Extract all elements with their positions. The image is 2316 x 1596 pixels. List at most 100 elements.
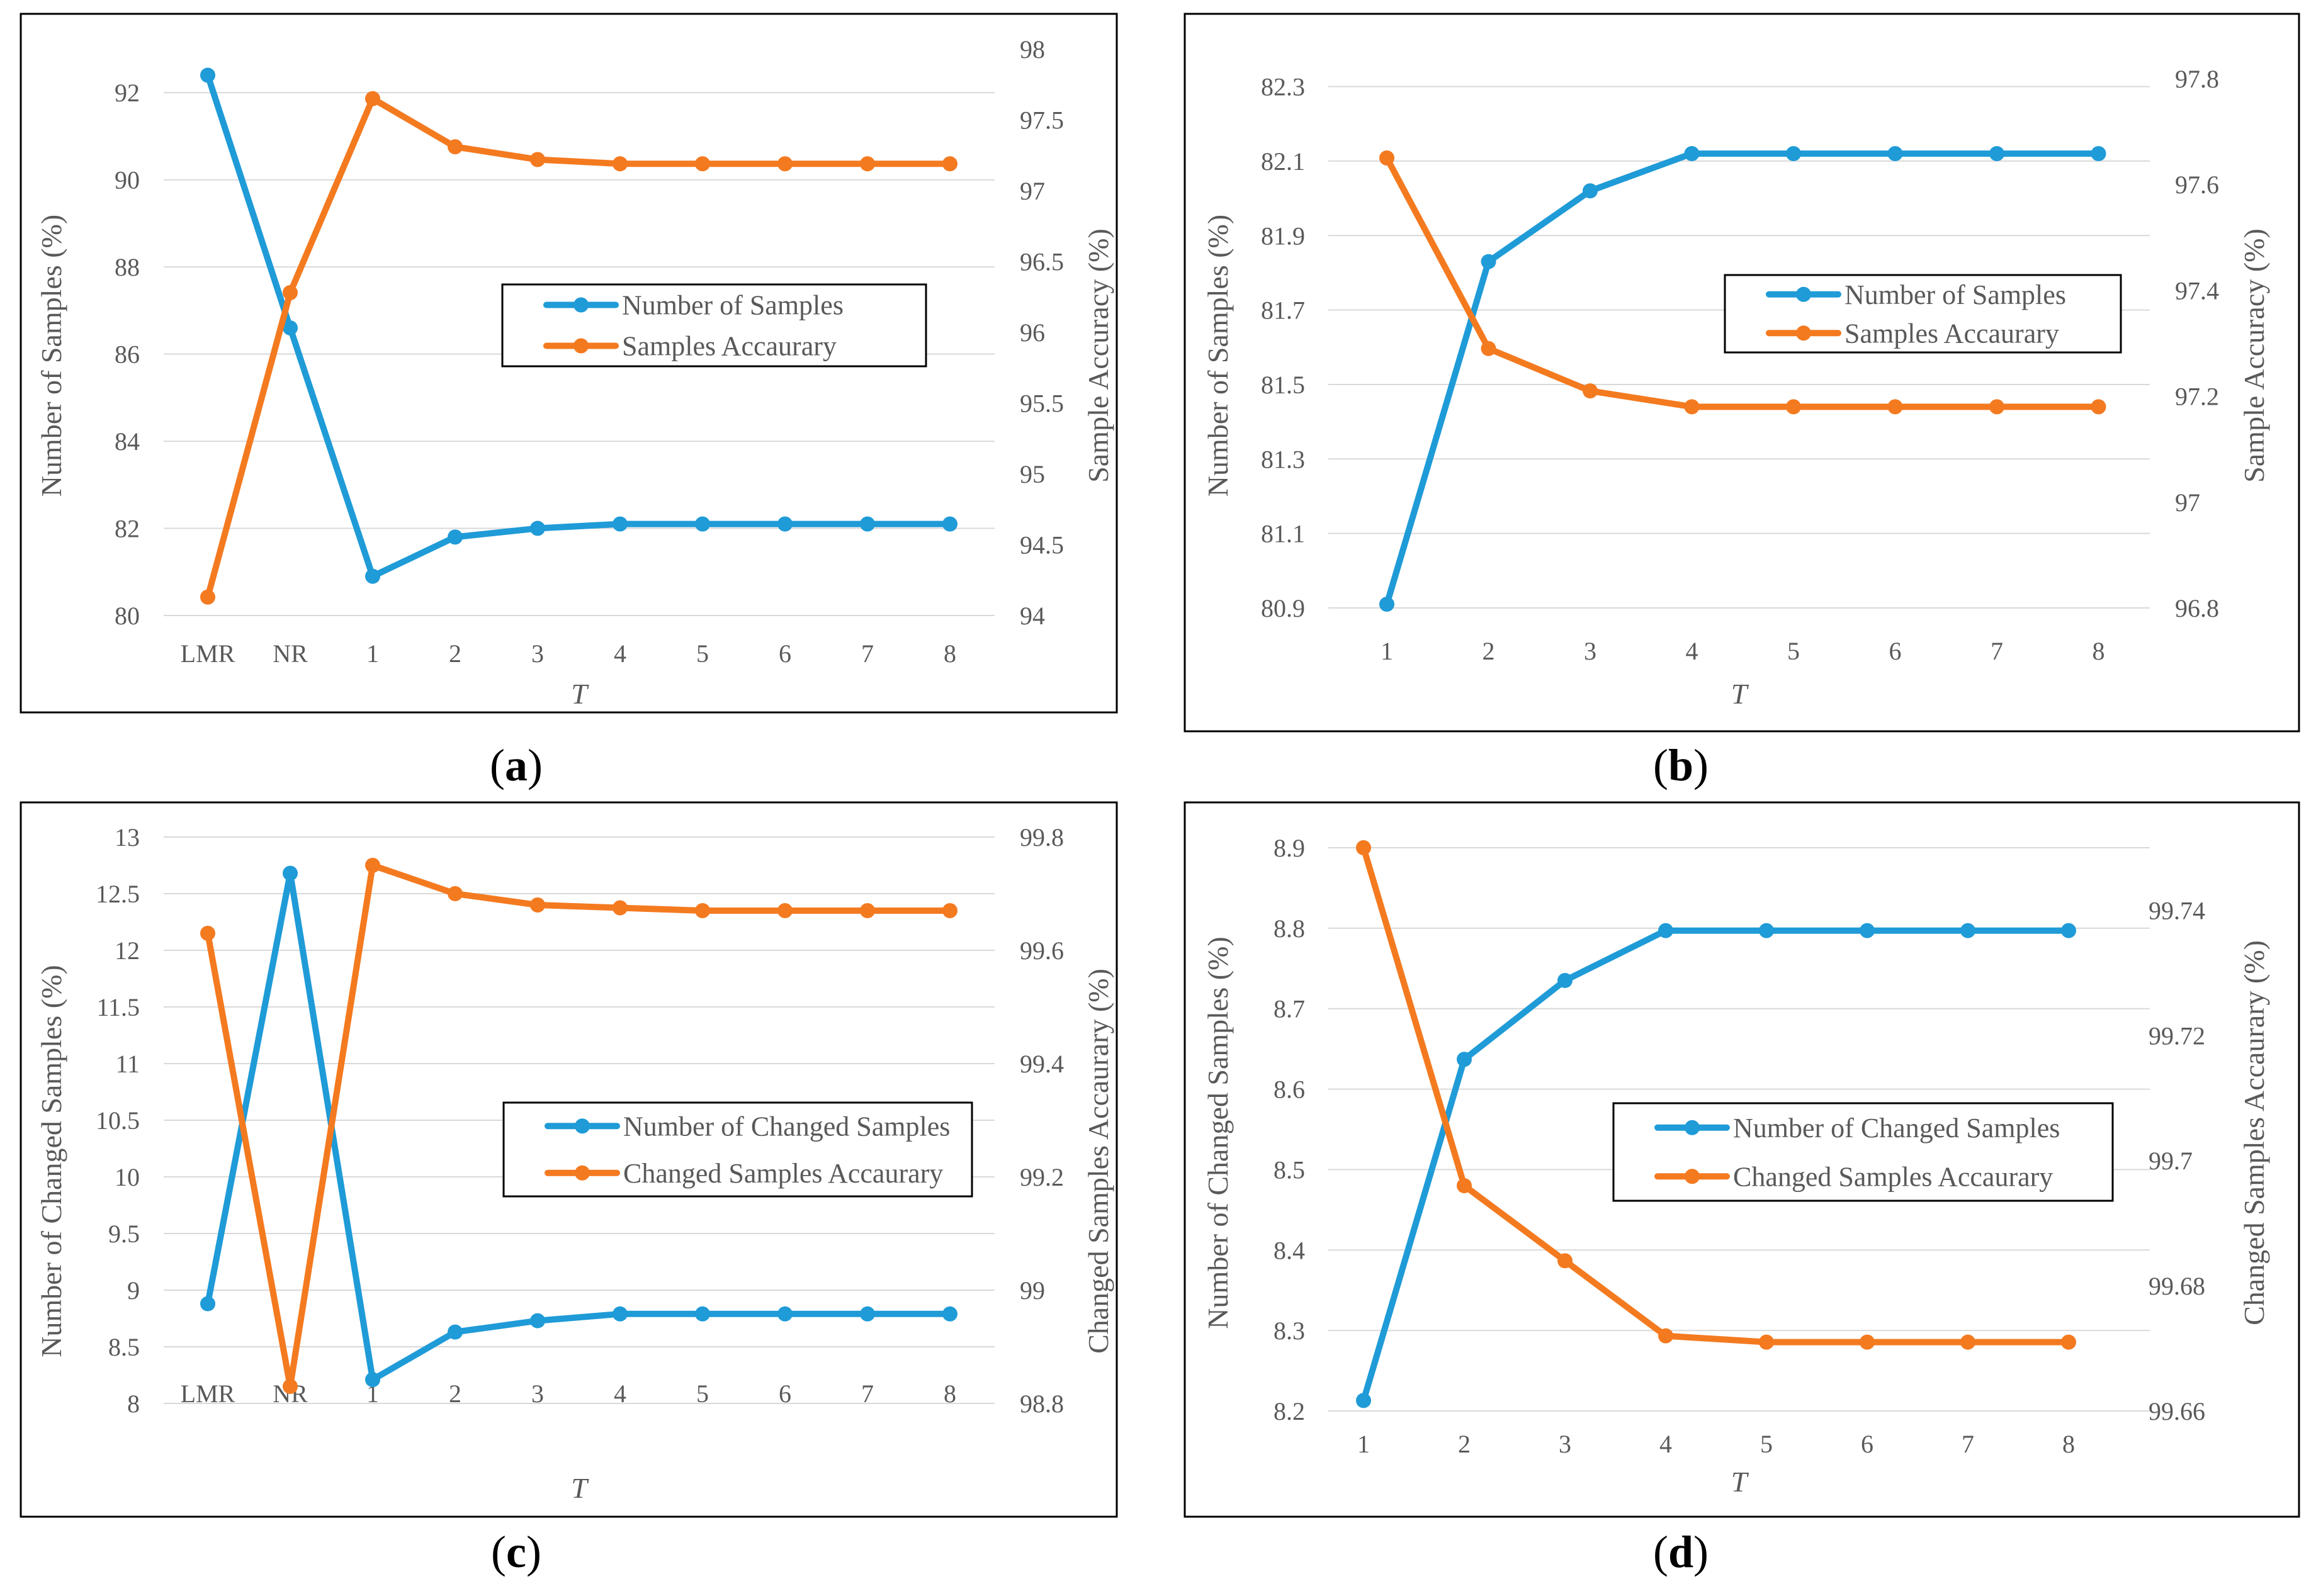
y-tick-label: 12.5 xyxy=(96,880,140,908)
y2-tick-label: 97.4 xyxy=(2175,276,2219,305)
data-point xyxy=(2091,146,2106,162)
legend-box xyxy=(501,283,927,368)
data-point xyxy=(1684,399,1700,415)
y2-axis-label: Changed Samples Accaurary (%) xyxy=(2238,940,2270,1325)
x-tick-label: 8 xyxy=(944,639,956,668)
y2-axis-label: Sample Accuracy (%) xyxy=(2238,228,2270,483)
panel-caption: (d) xyxy=(1653,1527,1709,1577)
x-tick-label: 1 xyxy=(366,1380,379,1408)
y-tick-label: 8 xyxy=(127,1390,140,1418)
y-tick-label: 11 xyxy=(115,1050,140,1078)
x-tick-label: 4 xyxy=(1686,637,1698,665)
y-axis-label: Number of Changed Samples (%) xyxy=(1202,936,1234,1329)
data-point xyxy=(365,1372,380,1388)
y-tick-label: 8.9 xyxy=(1274,834,1305,862)
legend-swatch-marker xyxy=(1796,325,1811,341)
data-point xyxy=(530,897,545,913)
data-point xyxy=(860,903,875,918)
legend-box xyxy=(1612,1102,2114,1202)
y2-tick-label: 99.68 xyxy=(2149,1272,2205,1300)
x-tick-label: 5 xyxy=(696,639,709,668)
data-point xyxy=(942,1306,957,1322)
data-point xyxy=(860,1306,875,1322)
data-point xyxy=(283,1379,298,1394)
x-tick-label: 4 xyxy=(1659,1430,1672,1458)
legend-swatch-marker xyxy=(575,1118,590,1134)
x-tick-label: 2 xyxy=(1458,1430,1471,1458)
data-point xyxy=(1658,1328,1673,1344)
data-point xyxy=(695,156,710,172)
y-tick-label: 82 xyxy=(115,515,140,543)
y-tick-label: 10 xyxy=(115,1163,140,1191)
y2-tick-label: 99.2 xyxy=(1020,1163,1064,1191)
data-point xyxy=(942,903,957,918)
y2-tick-label: 98.8 xyxy=(1020,1390,1064,1418)
y-tick-label: 88 xyxy=(115,253,140,281)
legend-swatch-marker xyxy=(1796,286,1811,302)
data-point xyxy=(448,886,463,901)
x-tick-label: 4 xyxy=(614,1380,626,1408)
y-tick-label: 81.3 xyxy=(1261,445,1305,473)
data-point xyxy=(200,926,215,941)
data-point xyxy=(1557,1253,1573,1269)
x-axis-label: T xyxy=(571,678,589,710)
legend-entry: Number of Samples xyxy=(622,290,844,321)
data-point xyxy=(1457,1178,1472,1193)
data-point xyxy=(1989,146,2004,162)
panel-caption-letter: a xyxy=(505,740,528,790)
data-point xyxy=(1860,1334,1875,1350)
y-tick-label: 81.9 xyxy=(1261,222,1305,250)
legend-entry: Samples Accaurary xyxy=(1844,318,2059,349)
data-point xyxy=(283,320,298,336)
data-point xyxy=(2061,923,2076,938)
data-point xyxy=(1759,923,1774,938)
y2-tick-label: 97 xyxy=(2175,488,2200,517)
data-point xyxy=(1356,840,1371,855)
y-tick-label: 8.5 xyxy=(1274,1155,1305,1184)
x-tick-label: 5 xyxy=(1760,1430,1773,1458)
x-tick-label: 1 xyxy=(1357,1430,1370,1458)
y-tick-label: 80 xyxy=(115,602,140,630)
x-tick-label: 6 xyxy=(1861,1430,1873,1458)
data-point xyxy=(1759,1334,1774,1350)
y2-tick-label: 97.2 xyxy=(2175,383,2219,411)
data-point xyxy=(1379,150,1394,166)
data-point xyxy=(695,903,710,918)
x-axis-label: T xyxy=(571,1472,589,1504)
y-tick-label: 8.6 xyxy=(1274,1076,1305,1104)
data-point xyxy=(1887,399,1903,415)
data-point xyxy=(613,900,628,916)
data-point xyxy=(365,91,380,106)
chart-panel-b: 80.9 81.1 81.3 81.5 81.7 81.9 82.1 82.3 96.8 97 97… xyxy=(1183,13,2300,790)
data-point xyxy=(1684,146,1700,162)
data-point xyxy=(1658,923,1673,938)
y2-tick-label: 95 xyxy=(1020,460,1045,488)
y-tick-label: 8.7 xyxy=(1274,995,1305,1023)
chart-frame xyxy=(20,13,1118,714)
y2-tick-label: 96 xyxy=(1020,318,1045,347)
data-point xyxy=(695,1306,710,1322)
y2-tick-label: 99.7 xyxy=(2149,1147,2193,1175)
data-point xyxy=(1786,146,1801,162)
data-point xyxy=(942,516,957,532)
series-line-2 xyxy=(1360,845,2072,1346)
data-point xyxy=(695,516,710,532)
y2-tick-label: 99.74 xyxy=(2149,896,2205,924)
legend-entry: Samples Accaurary xyxy=(622,331,837,362)
y-tick-label: 8.5 xyxy=(108,1333,140,1361)
y2-tick-label: 96.8 xyxy=(2175,594,2219,622)
series-line-2 xyxy=(205,862,953,1390)
data-point xyxy=(200,1296,215,1312)
x-tick-label: LMR xyxy=(181,639,235,668)
y-tick-label: 81.5 xyxy=(1261,371,1305,399)
y-tick-label: 8.4 xyxy=(1274,1236,1305,1264)
x-tick-label: 7 xyxy=(1991,637,2003,665)
x-tick-label: 5 xyxy=(1787,637,1800,665)
y2-tick-label: 94.5 xyxy=(1020,531,1064,559)
x-tick-label: 3 xyxy=(1584,637,1596,665)
y-tick-label: 8.2 xyxy=(1274,1397,1305,1425)
data-point xyxy=(530,152,545,167)
data-point xyxy=(200,67,215,83)
panel-caption-letter: b xyxy=(1668,740,1693,790)
y-tick-label: 9 xyxy=(127,1276,140,1305)
